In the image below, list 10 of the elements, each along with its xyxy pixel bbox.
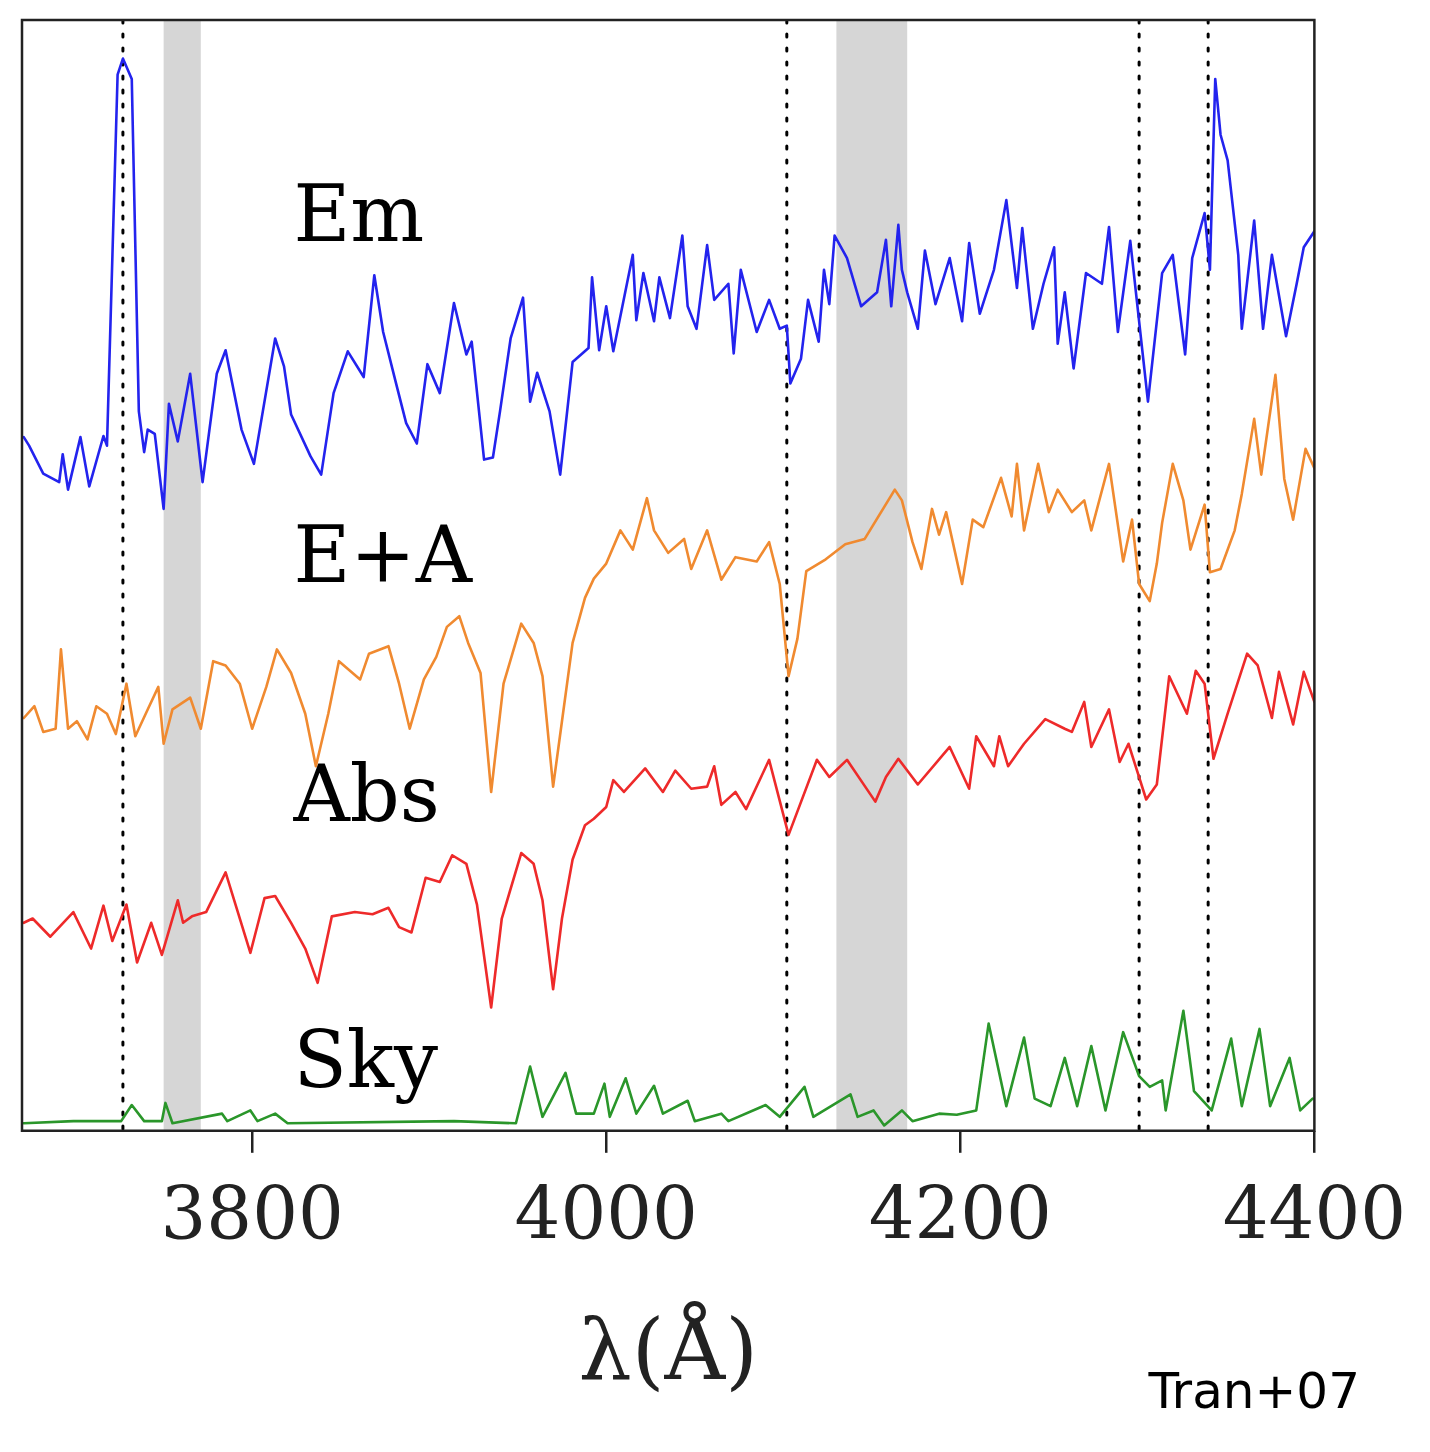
x-tick-label: 4200 [868,1171,1052,1256]
x-tick-label: 4400 [1222,1171,1406,1256]
x-tick-label: 4000 [514,1171,698,1256]
series-label: Sky [293,1015,439,1106]
x-tick-label: 3800 [160,1171,344,1256]
text: Tran+07 [1148,1362,1360,1420]
x-axis-title: λ(Å) [578,1300,758,1400]
series-label: Abs [292,749,440,840]
series-label: Em [293,169,425,260]
series-label: E+A [293,510,474,601]
